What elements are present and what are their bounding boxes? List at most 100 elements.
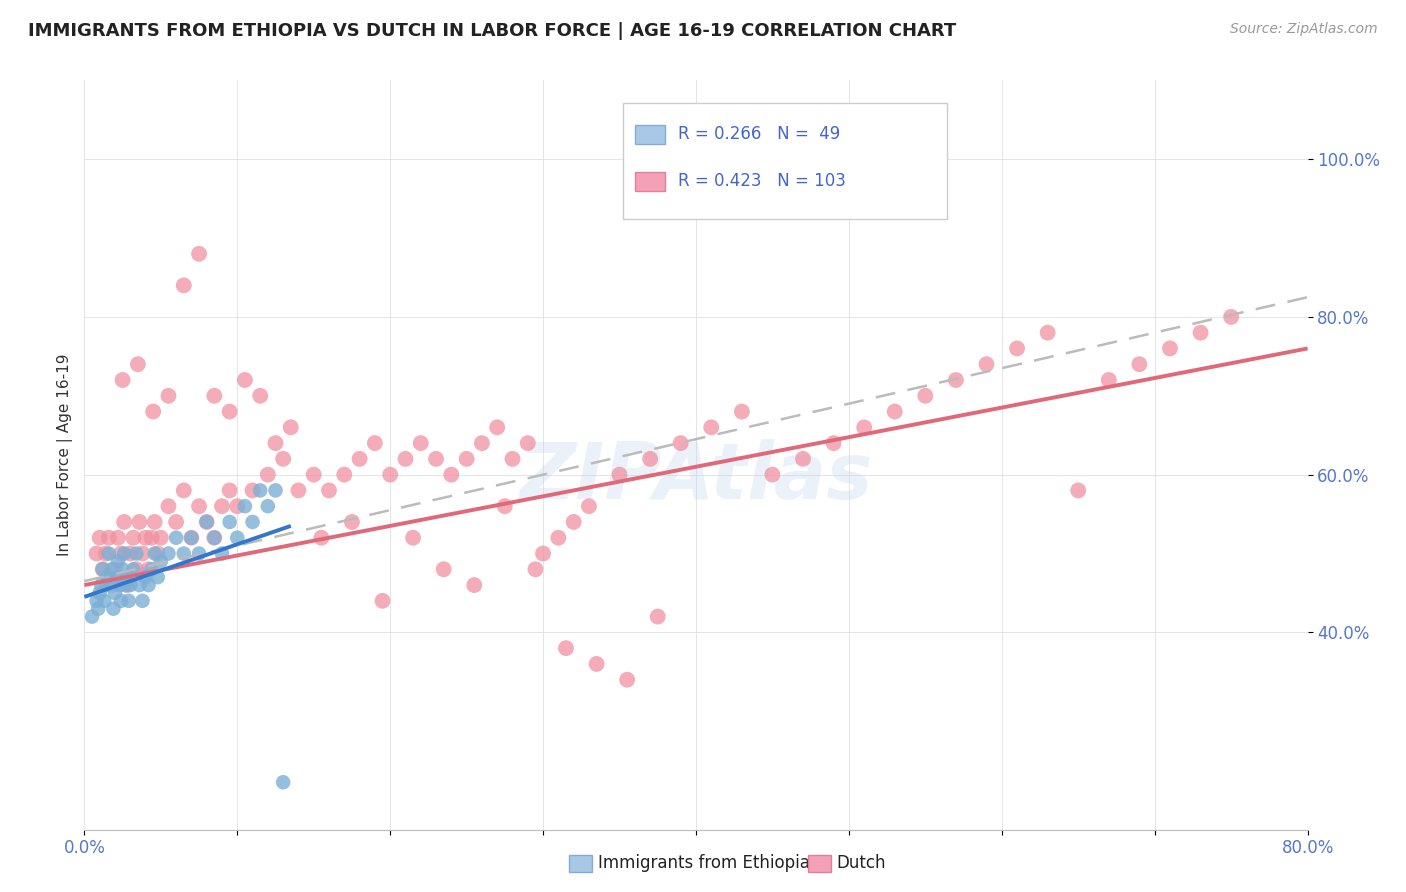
Point (135, 531, 157, 545)
Point (271, 451, 294, 466)
Point (188, 547, 211, 561)
Point (257, 499, 280, 513)
Point (97, 547, 120, 561)
Point (318, 483, 340, 498)
Point (131, 594, 153, 608)
Point (364, 436, 387, 450)
Point (616, 673, 638, 687)
Point (115, 570, 138, 584)
Point (792, 451, 814, 466)
Point (647, 609, 669, 624)
Point (103, 601, 125, 615)
Point (1189, 326, 1212, 340)
Point (524, 562, 547, 576)
Point (127, 357, 149, 371)
Point (138, 578, 160, 592)
Point (180, 531, 202, 545)
Point (107, 554, 129, 568)
FancyBboxPatch shape (623, 103, 946, 219)
Point (516, 436, 538, 450)
Point (456, 451, 478, 466)
Point (340, 515, 363, 529)
Point (853, 420, 876, 434)
Point (112, 547, 135, 561)
Point (91, 562, 114, 576)
Point (165, 531, 187, 545)
Point (433, 562, 456, 576)
Point (242, 515, 264, 529)
Point (1005, 342, 1028, 356)
Point (118, 594, 141, 608)
Point (90, 578, 112, 592)
Point (578, 499, 600, 513)
Point (669, 436, 692, 450)
Point (86, 547, 108, 561)
Text: Source: ZipAtlas.com: Source: ZipAtlas.com (1230, 22, 1378, 37)
Point (271, 775, 294, 789)
Point (112, 515, 135, 529)
Point (218, 483, 240, 498)
Point (494, 499, 516, 513)
Point (157, 499, 180, 513)
Point (226, 531, 249, 545)
Point (242, 483, 264, 498)
Text: R = 0.266   N =  49: R = 0.266 N = 49 (678, 125, 839, 144)
Point (188, 247, 211, 261)
Point (264, 483, 287, 498)
Text: Immigrants from Ethiopia: Immigrants from Ethiopia (598, 855, 810, 872)
Point (122, 531, 145, 545)
Point (149, 531, 172, 545)
Point (463, 578, 485, 592)
Point (173, 547, 195, 561)
Point (976, 357, 998, 371)
Point (502, 451, 524, 466)
Point (188, 499, 211, 513)
Point (1128, 357, 1150, 371)
Point (218, 404, 240, 418)
Point (1098, 373, 1121, 387)
Point (585, 657, 607, 671)
Point (394, 451, 416, 466)
Point (531, 547, 554, 561)
Point (104, 562, 127, 576)
Point (440, 467, 463, 482)
Point (302, 467, 325, 482)
Point (107, 531, 129, 545)
Point (128, 578, 150, 592)
Point (165, 515, 187, 529)
Point (114, 578, 136, 592)
Point (1220, 310, 1243, 324)
Point (233, 373, 256, 387)
Point (333, 467, 356, 482)
Point (120, 547, 142, 561)
Point (86, 594, 108, 608)
Point (94, 578, 117, 592)
Point (89, 586, 111, 600)
Point (731, 404, 754, 418)
Point (87, 601, 110, 615)
Point (128, 515, 150, 529)
Point (111, 373, 134, 387)
Point (761, 467, 783, 482)
Point (638, 451, 661, 466)
Point (409, 436, 432, 450)
Point (131, 547, 153, 561)
Point (233, 499, 256, 513)
Point (93, 594, 115, 608)
Point (402, 531, 425, 545)
Point (94, 547, 117, 561)
Text: Dutch: Dutch (837, 855, 886, 872)
Point (349, 451, 371, 466)
Point (157, 389, 180, 403)
Point (122, 562, 145, 576)
Point (108, 578, 131, 592)
Point (173, 483, 195, 498)
Point (143, 515, 166, 529)
Point (264, 436, 287, 450)
Point (883, 404, 905, 418)
Point (287, 483, 309, 498)
Point (101, 562, 124, 576)
Point (173, 278, 195, 293)
Point (257, 467, 280, 482)
Point (141, 562, 163, 576)
